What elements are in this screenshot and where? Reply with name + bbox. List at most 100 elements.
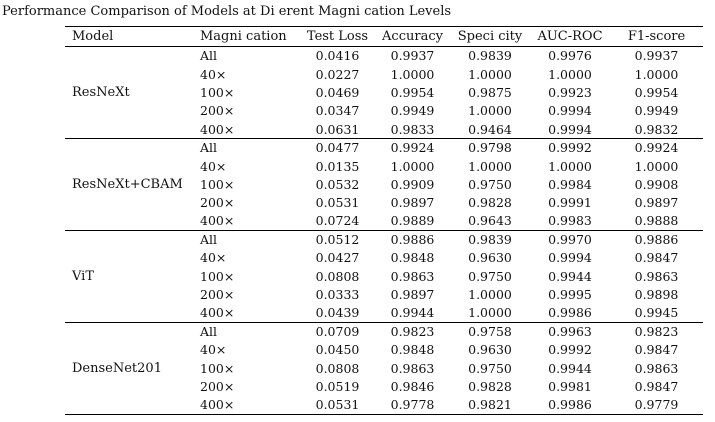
results-table: Model Magni cation Test Loss Accuracy Sp… (65, 26, 703, 415)
f1-score-cell: 0.9897 (634, 195, 679, 211)
test-loss-cell: 0.0333 (315, 287, 360, 303)
table-row: 400× 0.0631 0.9833 0.9464 0.9994 0.9832 (65, 120, 703, 138)
accuracy-cell: 0.9954 (390, 84, 435, 100)
auc-roc-cell: 0.9963 (548, 324, 592, 340)
specificity-cell: 0.9828 (468, 195, 512, 211)
col-header-accuracy: Accuracy (375, 26, 450, 47)
f1-score-cell: 0.9924 (634, 140, 679, 156)
model-cell: ResNeXt (72, 84, 130, 100)
magnification-cell: 100× (200, 84, 235, 100)
specificity-cell: 0.9798 (468, 140, 512, 156)
model-cell: ResNeXt+CBAM (72, 176, 183, 192)
auc-roc-cell: 0.9970 (548, 232, 592, 248)
magnification-cell: All (200, 140, 218, 156)
table-row: ResNeXt+CBAM All 0.0477 0.9924 0.9798 0.9992 0… (65, 138, 703, 192)
specificity-cell: 0.9630 (468, 342, 512, 358)
magnification-cell: 100× (200, 268, 235, 284)
magnification-cell: 400× (200, 305, 235, 321)
magnification-cell: All (200, 324, 218, 340)
auc-roc-cell: 1.0000 (548, 66, 592, 82)
auc-roc-cell: 0.9983 (548, 213, 592, 229)
accuracy-cell: 0.9886 (390, 232, 435, 248)
magnification-cell: 100× (200, 360, 235, 376)
test-loss-cell: 0.0450 (315, 342, 360, 358)
auc-roc-cell: 0.9986 (548, 305, 592, 321)
f1-score-cell: 0.9847 (634, 250, 679, 266)
table-row: 100× 0.0469 0.9954 0.9875 0.9923 0.9954 (65, 83, 703, 101)
test-loss-cell: 0.0469 (315, 84, 360, 100)
table-row: ResNeXt All 0.0416 0.9937 0.9839 0.9976 0.9937 (65, 47, 703, 100)
model-group-resnext: ResNeXt All 0.0416 0.9937 0.9839 0.9976 0.9937… (65, 46, 703, 139)
table-row: ViT All 0.0512 0.9886 0.9839 0.9970 0.9886 (65, 230, 703, 284)
accuracy-cell: 0.9889 (390, 213, 435, 229)
accuracy-cell: 0.9909 (390, 176, 435, 192)
specificity-cell: 0.9750 (468, 176, 512, 192)
magnification-cell: 40× (200, 250, 227, 266)
test-loss-cell: 0.0532 (315, 176, 360, 192)
test-loss-cell: 0.0519 (315, 379, 360, 395)
accuracy-cell: 0.9897 (390, 195, 435, 211)
accuracy-cell: 0.9848 (390, 250, 435, 266)
f1-score-cell: 0.9886 (634, 232, 679, 248)
specificity-cell: 0.9821 (468, 397, 512, 413)
auc-roc-cell: 0.9991 (548, 195, 592, 211)
accuracy-cell: 0.9863 (390, 268, 435, 284)
table-row: DenseNet201 All 0.0709 0.9823 0.9758 0.9963 0.… (65, 322, 703, 376)
accuracy-cell: 1.0000 (390, 158, 435, 174)
f1-score-cell: 0.9847 (634, 342, 679, 358)
table-row: 40× 0.0227 1.0000 1.0000 1.0000 1.0000 (65, 65, 703, 83)
table-row: 200× 0.0333 0.9897 1.0000 0.9995 0.9898 (65, 286, 703, 304)
model-group-densenet201: DenseNet201 All 0.0709 0.9823 0.9758 0.9963 0.… (65, 322, 703, 414)
f1-score-cell: 0.9908 (634, 176, 679, 192)
specificity-cell: 0.9828 (468, 379, 512, 395)
test-loss-cell: 0.0439 (315, 305, 360, 321)
specificity-cell: 0.9839 (468, 232, 512, 248)
f1-score-cell: 0.9847 (634, 379, 679, 395)
magnification-cell: 200× (200, 379, 235, 395)
col-header-specificity: Speci city (450, 26, 530, 47)
table-row: 200× 0.0347 0.9949 1.0000 0.9994 0.9949 (65, 102, 703, 120)
table-row: 40× 0.0427 0.9848 0.9630 0.9994 0.9847 (65, 249, 703, 267)
f1-score-cell: 0.9937 (634, 48, 679, 64)
test-loss-cell: 0.0531 (315, 397, 360, 413)
accuracy-cell: 0.9937 (390, 48, 435, 64)
accuracy-cell: 0.9944 (390, 305, 435, 321)
col-header-magnification: Magni cation (195, 26, 300, 47)
model-group-vit: ViT All 0.0512 0.9886 0.9839 0.9970 0.9886 40× 0… (65, 230, 703, 322)
table-row: 200× 0.0519 0.9846 0.9828 0.9981 0.9847 (65, 378, 703, 396)
f1-score-cell: 1.0000 (634, 66, 679, 82)
accuracy-cell: 0.9778 (390, 397, 435, 413)
test-loss-cell: 0.0227 (315, 66, 360, 82)
accuracy-cell: 0.9823 (390, 324, 435, 340)
specificity-cell: 1.0000 (468, 305, 512, 321)
header-row: Model Magni cation Test Loss Accuracy Sp… (65, 26, 703, 47)
magnification-cell: All (200, 232, 218, 248)
test-loss-cell: 0.0347 (315, 103, 360, 119)
f1-score-cell: 1.0000 (634, 158, 679, 174)
test-loss-cell: 0.0631 (315, 121, 360, 137)
specificity-cell: 0.9643 (468, 213, 512, 229)
f1-score-cell: 0.9949 (634, 103, 679, 119)
f1-score-cell: 0.9898 (634, 287, 679, 303)
auc-roc-cell: 0.9992 (548, 140, 592, 156)
model-group-resnext-cbam: ResNeXt+CBAM All 0.0477 0.9924 0.9798 0.9992 0… (65, 138, 703, 230)
table-row: 100× 0.0532 0.9909 0.9750 0.9984 0.9908 (65, 175, 703, 193)
auc-roc-cell: 0.9992 (548, 342, 592, 358)
specificity-cell: 0.9630 (468, 250, 512, 266)
accuracy-cell: 0.9848 (390, 342, 435, 358)
magnification-cell: 400× (200, 121, 235, 137)
test-loss-cell: 0.0416 (315, 48, 360, 64)
magnification-cell: 40× (200, 66, 227, 82)
table-row: 400× 0.0531 0.9778 0.9821 0.9986 0.9779 (65, 396, 703, 414)
f1-score-cell: 0.9888 (634, 213, 679, 229)
auc-roc-cell: 0.9981 (548, 379, 592, 395)
model-cell: DenseNet201 (72, 360, 162, 376)
auc-roc-cell: 0.9944 (548, 268, 592, 284)
test-loss-cell: 0.0531 (315, 195, 360, 211)
auc-roc-cell: 0.9923 (548, 84, 592, 100)
test-loss-cell: 0.0808 (315, 268, 360, 284)
test-loss-cell: 0.0709 (315, 324, 360, 340)
specificity-cell: 0.9839 (468, 48, 512, 64)
accuracy-cell: 0.9863 (390, 360, 435, 376)
